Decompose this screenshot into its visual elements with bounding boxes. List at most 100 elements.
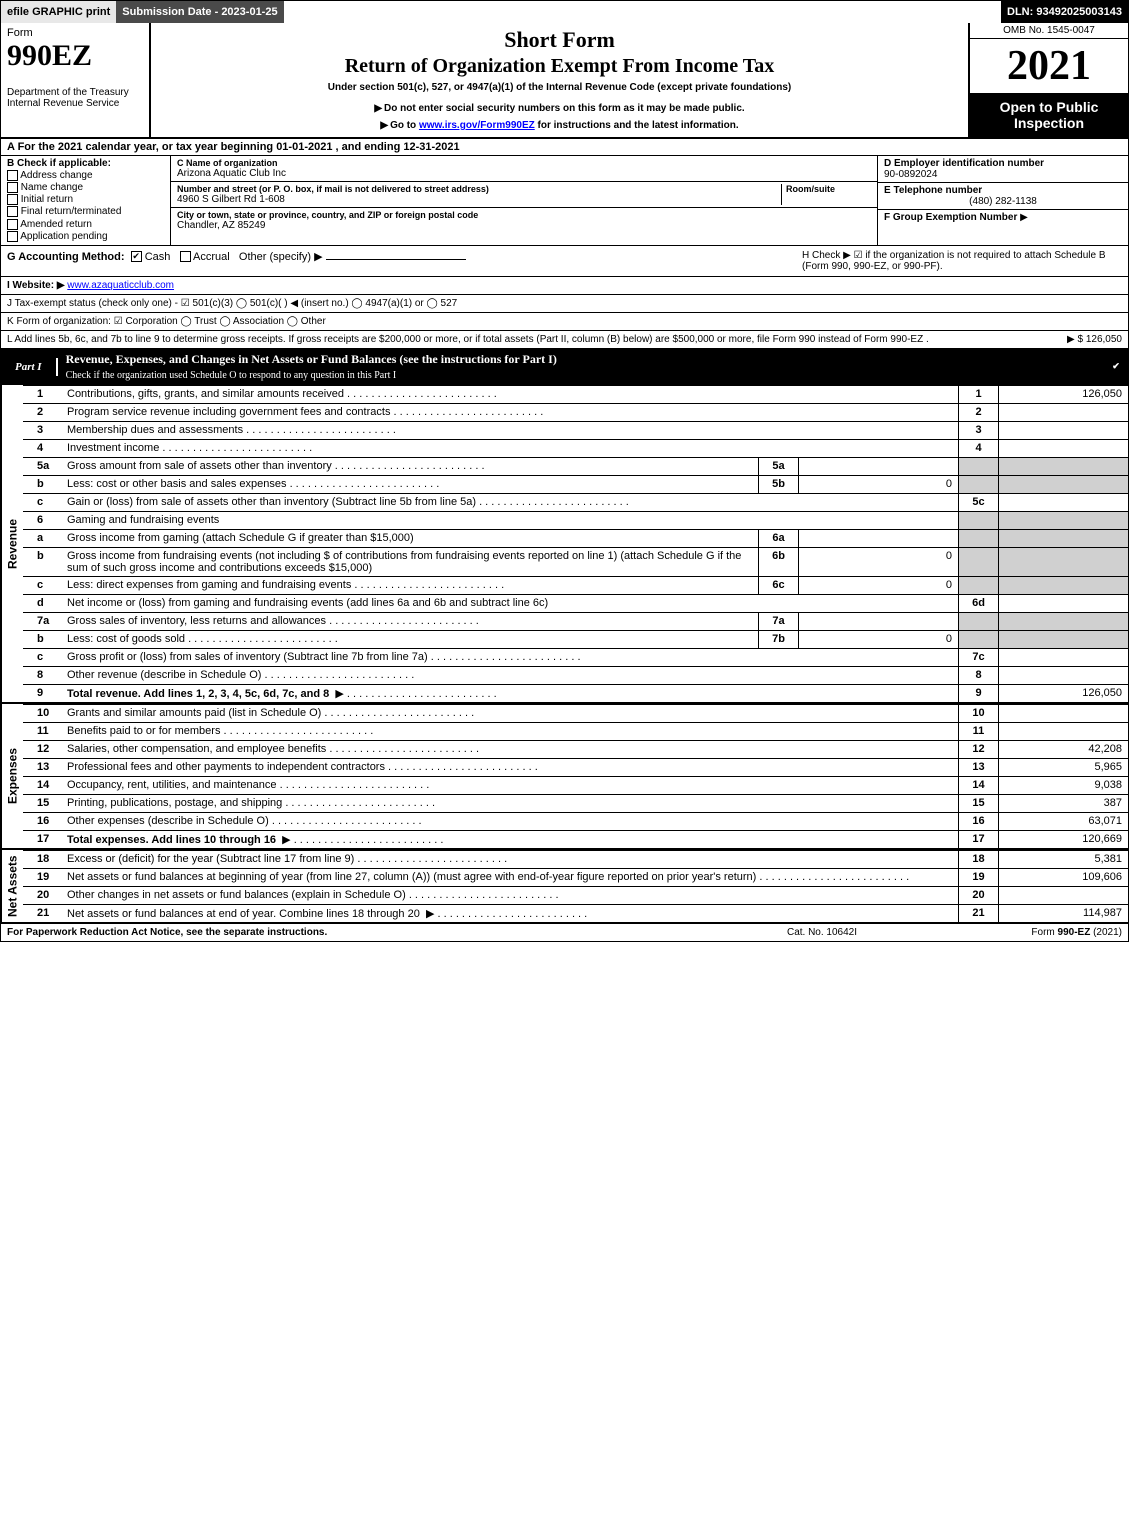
l7b-sv: 0 — [798, 631, 958, 648]
l6a-num: a — [23, 530, 63, 547]
cb-accrual[interactable] — [180, 251, 191, 262]
l7a-sv — [798, 613, 958, 630]
l7b-desc: Less: cost of goods sold — [63, 631, 758, 648]
l6a-sub: 6a — [758, 530, 798, 547]
l3-desc: Membership dues and assessments — [63, 422, 958, 439]
revenue-section: Revenue 1Contributions, gifts, grants, a… — [1, 385, 1128, 702]
l18-num: 18 — [23, 851, 63, 868]
l2-col: 2 — [958, 404, 998, 421]
l7c-num: c — [23, 649, 63, 666]
l21-num: 21 — [23, 905, 63, 922]
l5b-sub: 5b — [758, 476, 798, 493]
l4-amt — [998, 440, 1128, 457]
form-label: Form — [7, 27, 143, 39]
l17-amt: 120,669 — [998, 831, 1128, 848]
cb-final-return[interactable]: Final return/terminated — [7, 206, 164, 217]
l14-amt: 9,038 — [998, 777, 1128, 794]
l6d-col: 6d — [958, 595, 998, 612]
l6b-shade-amt — [998, 548, 1128, 576]
l6b-sv: 0 — [798, 548, 958, 576]
l6b-desc: Gross income from fundraising events (no… — [63, 548, 758, 576]
part-1-title: Revenue, Expenses, and Changes in Net As… — [58, 349, 1104, 385]
irs-link[interactable]: www.irs.gov/Form990EZ — [419, 120, 535, 131]
city-block: City or town, state or province, country… — [171, 208, 877, 233]
l15-num: 15 — [23, 795, 63, 812]
l16-col: 16 — [958, 813, 998, 830]
other-specify-input[interactable] — [326, 259, 466, 260]
l2-desc: Program service revenue including govern… — [63, 404, 958, 421]
l17-num: 17 — [23, 831, 63, 848]
l4-col: 4 — [958, 440, 998, 457]
expenses-vlabel: Expenses — [1, 704, 23, 848]
topbar-spacer — [284, 1, 1001, 23]
l6-shade-amt — [998, 512, 1128, 529]
cb-application-pending[interactable]: Application pending — [7, 231, 164, 242]
ssn-warning-text: Do not enter social security numbers on … — [384, 103, 745, 114]
l1-col: 1 — [958, 386, 998, 403]
l5b-sv: 0 — [798, 476, 958, 493]
l6b-sub: 6b — [758, 548, 798, 576]
l15-amt: 387 — [998, 795, 1128, 812]
l6c-num: c — [23, 577, 63, 594]
cb-initial-return[interactable]: Initial return — [7, 194, 164, 205]
cb-initial-return-label: Initial return — [21, 194, 73, 205]
l18-desc: Excess or (deficit) for the year (Subtra… — [63, 851, 958, 868]
l7b-shade-amt — [998, 631, 1128, 648]
goto-line: Go to www.irs.gov/Form990EZ for instruct… — [159, 120, 960, 131]
l21-col: 21 — [958, 905, 998, 922]
website-link[interactable]: www.azaquaticclub.com — [67, 280, 174, 291]
cb-cash[interactable] — [131, 251, 142, 262]
l1-amt: 126,050 — [998, 386, 1128, 403]
expenses-section: Expenses 10Grants and similar amounts pa… — [1, 702, 1128, 848]
accounting-method: G Accounting Method: Cash Accrual Other … — [7, 250, 802, 272]
cb-address-change-label: Address change — [20, 170, 92, 181]
l5b-shade-amt — [998, 476, 1128, 493]
org-name-block: C Name of organization Arizona Aquatic C… — [171, 156, 877, 182]
l5c-col: 5c — [958, 494, 998, 511]
street-label: Number and street (or P. O. box, if mail… — [177, 184, 781, 194]
l5b-num: b — [23, 476, 63, 493]
street-block: Number and street (or P. O. box, if mail… — [171, 182, 877, 208]
omb-number: OMB No. 1545-0047 — [970, 23, 1128, 39]
l19-desc: Net assets or fund balances at beginning… — [63, 869, 958, 886]
row-j-tax-exempt: J Tax-exempt status (check only one) - ☑… — [1, 295, 1128, 313]
l6d-amt — [998, 595, 1128, 612]
net-assets-rows: 18Excess or (deficit) for the year (Subt… — [23, 850, 1128, 922]
row-k-org-form: K Form of organization: ☑ Corporation ◯ … — [1, 313, 1128, 331]
part-1-check[interactable] — [1104, 361, 1128, 373]
l5b-shade — [958, 476, 998, 493]
cb-name-change[interactable]: Name change — [7, 182, 164, 193]
under-section-text: Under section 501(c), 527, or 4947(a)(1)… — [159, 82, 960, 93]
l20-amt — [998, 887, 1128, 904]
l21-amt: 114,987 — [998, 905, 1128, 922]
short-form-title: Short Form — [159, 27, 960, 53]
l17-col: 17 — [958, 831, 998, 848]
efile-graphic-label[interactable]: efile GRAPHIC print — [1, 1, 116, 23]
org-name-value: Arizona Aquatic Club Inc — [177, 168, 871, 179]
l7a-desc: Gross sales of inventory, less returns a… — [63, 613, 758, 630]
l5b-desc: Less: cost or other basis and sales expe… — [63, 476, 758, 493]
part-1-label: Part I — [1, 358, 58, 376]
cb-amended-return[interactable]: Amended return — [7, 219, 164, 230]
l4-num: 4 — [23, 440, 63, 457]
l7a-sub: 7a — [758, 613, 798, 630]
l16-desc: Other expenses (describe in Schedule O) — [63, 813, 958, 830]
l5a-num: 5a — [23, 458, 63, 475]
form-header: Form 990EZ Department of the Treasury In… — [1, 23, 1128, 139]
l6a-desc: Gross income from gaming (attach Schedul… — [63, 530, 758, 547]
l19-amt: 109,606 — [998, 869, 1128, 886]
revenue-rows: 1Contributions, gifts, grants, and simil… — [23, 385, 1128, 702]
header-center: Short Form Return of Organization Exempt… — [151, 23, 968, 137]
cash-label: Cash — [145, 251, 171, 263]
cb-address-change[interactable]: Address change — [7, 170, 164, 181]
top-bar: efile GRAPHIC print Submission Date - 20… — [1, 1, 1128, 23]
l12-num: 12 — [23, 741, 63, 758]
l8-desc: Other revenue (describe in Schedule O) — [63, 667, 958, 684]
l11-num: 11 — [23, 723, 63, 740]
org-name-label: C Name of organization — [177, 158, 871, 168]
l15-desc: Printing, publications, postage, and shi… — [63, 795, 958, 812]
l10-desc: Grants and similar amounts paid (list in… — [63, 705, 958, 722]
city-value: Chandler, AZ 85249 — [177, 220, 871, 231]
l20-num: 20 — [23, 887, 63, 904]
open-to-public: Open to Public Inspection — [970, 93, 1128, 137]
